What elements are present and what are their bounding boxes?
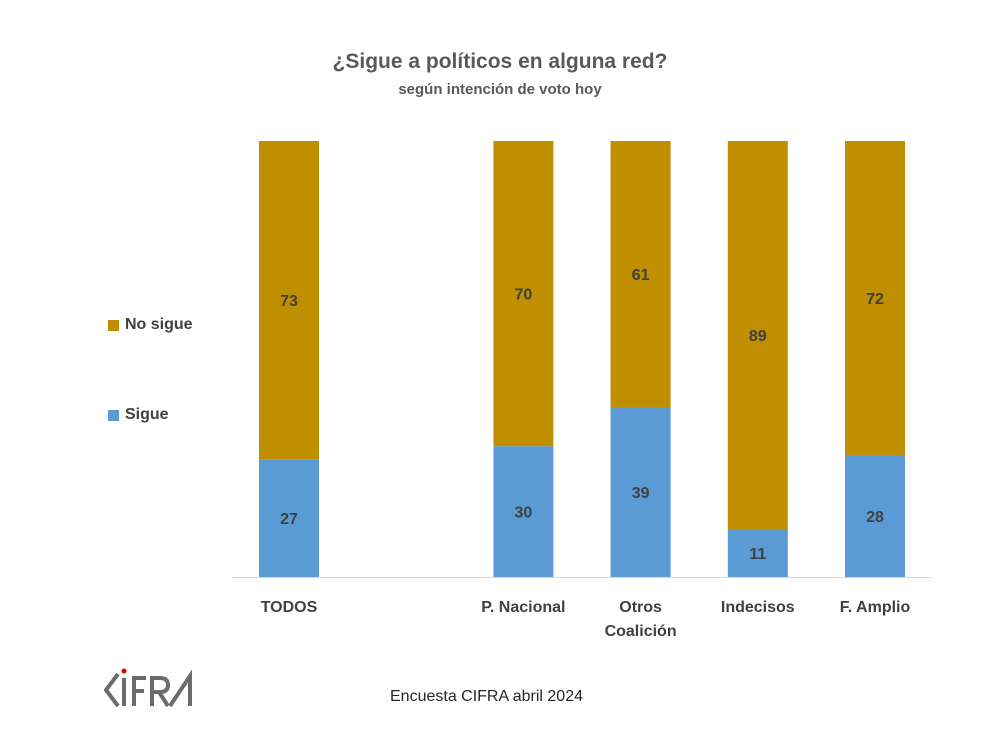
legend-label-sigue: Sigue (125, 406, 169, 423)
data-label-no-sigue: 73 (280, 293, 298, 310)
legend-swatch-sigue (108, 409, 119, 421)
chart-title: ¿Sigue a políticos en alguna red? (332, 50, 668, 73)
data-label-no-sigue: 70 (515, 287, 533, 304)
bar-sigue (845, 454, 905, 577)
data-label-sigue: 28 (866, 509, 884, 526)
cifra-logo (103, 668, 196, 717)
bar-sigue (727, 529, 788, 577)
data-label-no-sigue: 89 (749, 328, 767, 345)
x-tick-label: F. Amplio (840, 599, 911, 616)
x-tick-label: Otros (619, 599, 662, 616)
legend-swatch-no-sigue (108, 319, 119, 331)
bar-no-sigue (493, 141, 554, 447)
data-label-sigue: 11 (749, 546, 766, 563)
legend-label-no-sigue: No sigue (125, 316, 193, 333)
legend-item-sigue: Sigue (108, 406, 169, 424)
x-tick-label: Indecisos (721, 599, 795, 616)
data-label-no-sigue: 72 (866, 291, 884, 308)
bar-no-sigue (610, 141, 671, 407)
data-label-sigue: 30 (515, 505, 533, 522)
bar-sigue (259, 459, 319, 577)
legend-item-no-sigue: No sigue (108, 316, 193, 334)
footer-source: Encuesta CIFRA abril 2024 (390, 688, 583, 705)
data-label-no-sigue: 61 (632, 267, 650, 284)
chart-subtitle: según intención de voto hoy (398, 81, 602, 98)
data-label-sigue: 39 (632, 485, 650, 502)
bar-no-sigue (259, 141, 319, 460)
data-label-sigue: 27 (280, 511, 298, 528)
bar-sigue (493, 446, 554, 577)
x-tick-label: Coalición (605, 623, 677, 640)
bar-no-sigue (727, 141, 788, 530)
x-tick-label: P. Nacional (481, 599, 565, 616)
bar-no-sigue (845, 141, 905, 455)
x-tick-label: TODOS (261, 599, 318, 616)
bar-sigue (610, 406, 671, 577)
